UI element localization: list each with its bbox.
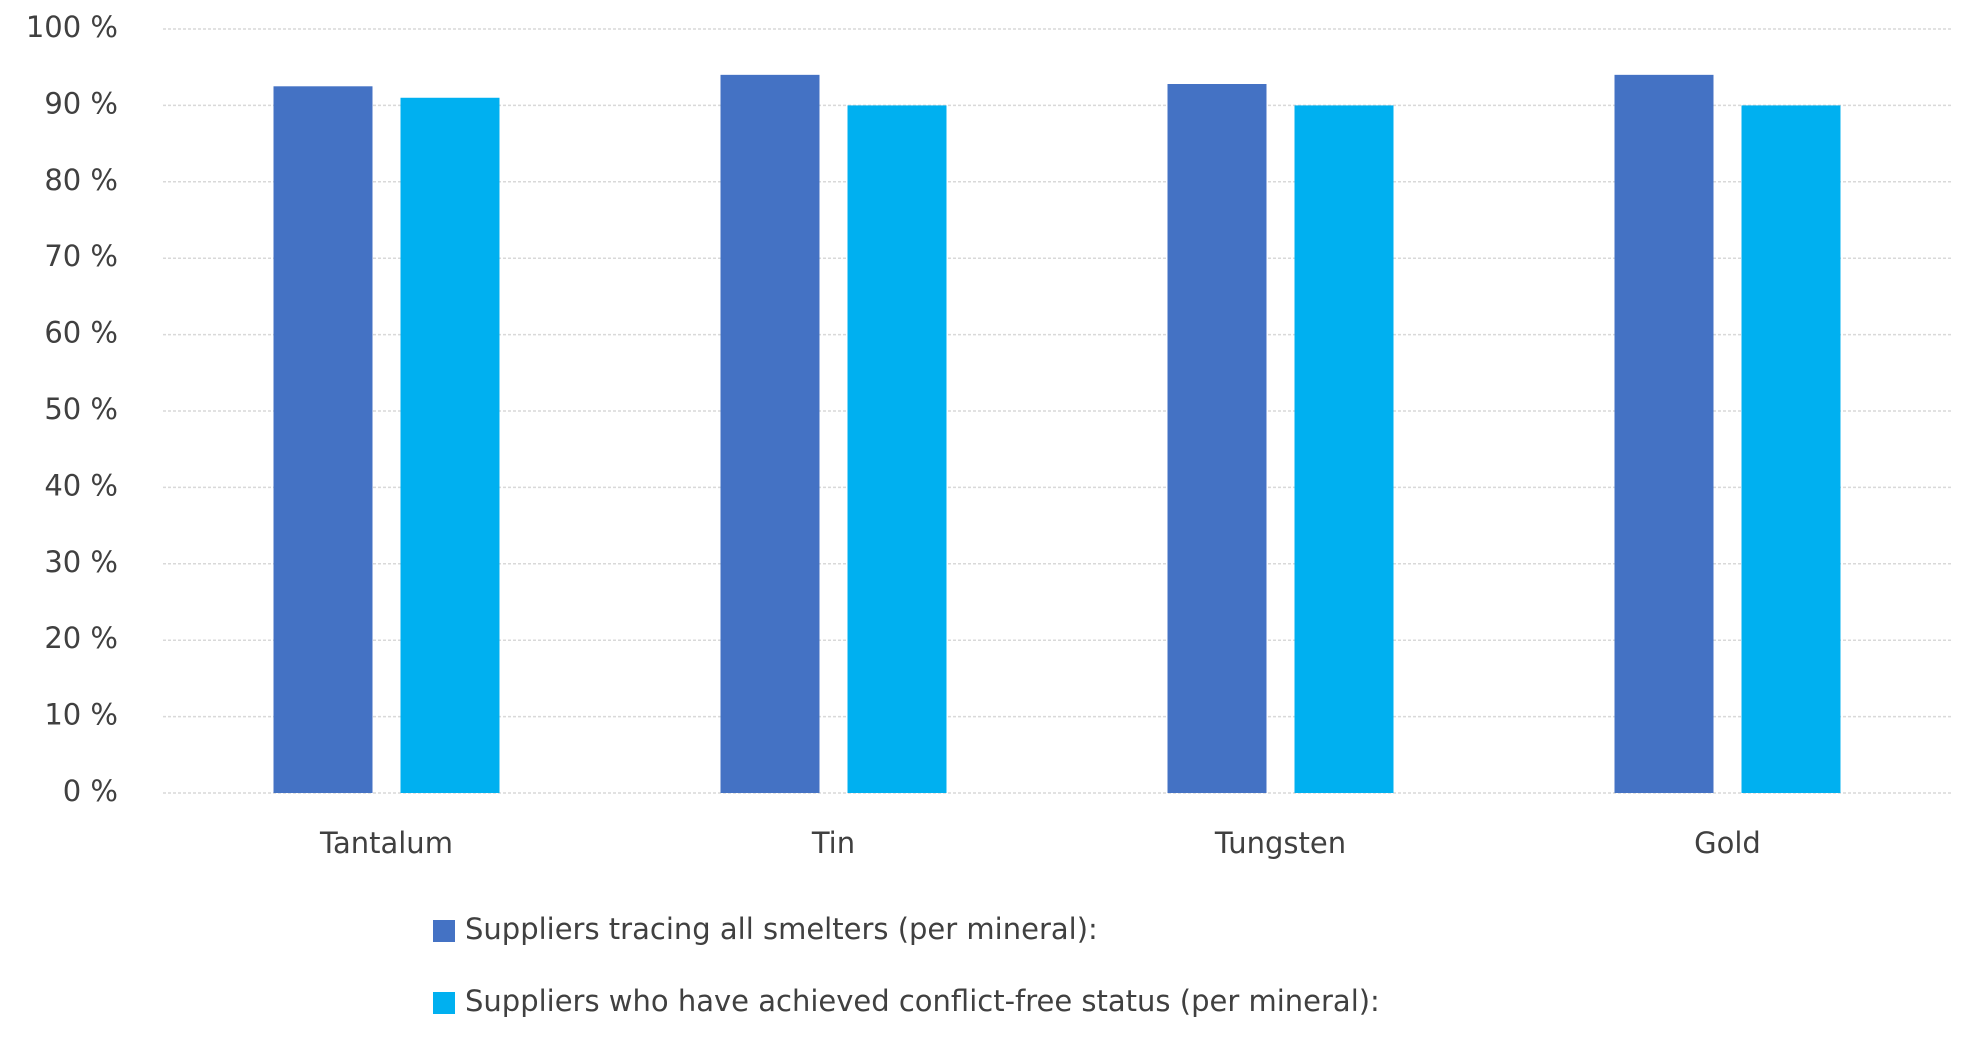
x-tick-label: Tungsten — [1214, 826, 1346, 860]
bar — [720, 74, 820, 794]
bar — [847, 105, 947, 793]
legend-swatch — [433, 920, 455, 942]
legend-label: Suppliers tracing all smelters (per mine… — [465, 912, 1098, 946]
y-tick-label: 30 % — [44, 545, 118, 579]
x-tick-label: Tin — [811, 826, 855, 860]
legend-swatch — [433, 992, 455, 1014]
bar — [400, 97, 500, 793]
y-tick-label: 40 % — [44, 468, 118, 502]
y-tick-label: 60 % — [44, 316, 118, 350]
legend-label: Suppliers who have achieved conflict-fre… — [465, 984, 1380, 1018]
bar — [273, 86, 373, 794]
bar — [1167, 84, 1267, 794]
y-tick-label: 80 % — [44, 163, 118, 197]
x-tick-label: Gold — [1694, 826, 1761, 860]
y-tick-label: 100 % — [26, 10, 118, 44]
y-tick-label: 10 % — [44, 698, 118, 732]
y-tick-label: 50 % — [44, 392, 118, 426]
y-tick-label: 0 % — [63, 774, 118, 808]
y-tick-label: 20 % — [44, 621, 118, 655]
bar — [1614, 74, 1714, 794]
bar — [1741, 105, 1841, 793]
y-tick-label: 70 % — [44, 239, 118, 273]
y-tick-label: 90 % — [44, 86, 118, 120]
x-tick-label: Tantalum — [319, 826, 453, 860]
bar — [1294, 105, 1394, 793]
